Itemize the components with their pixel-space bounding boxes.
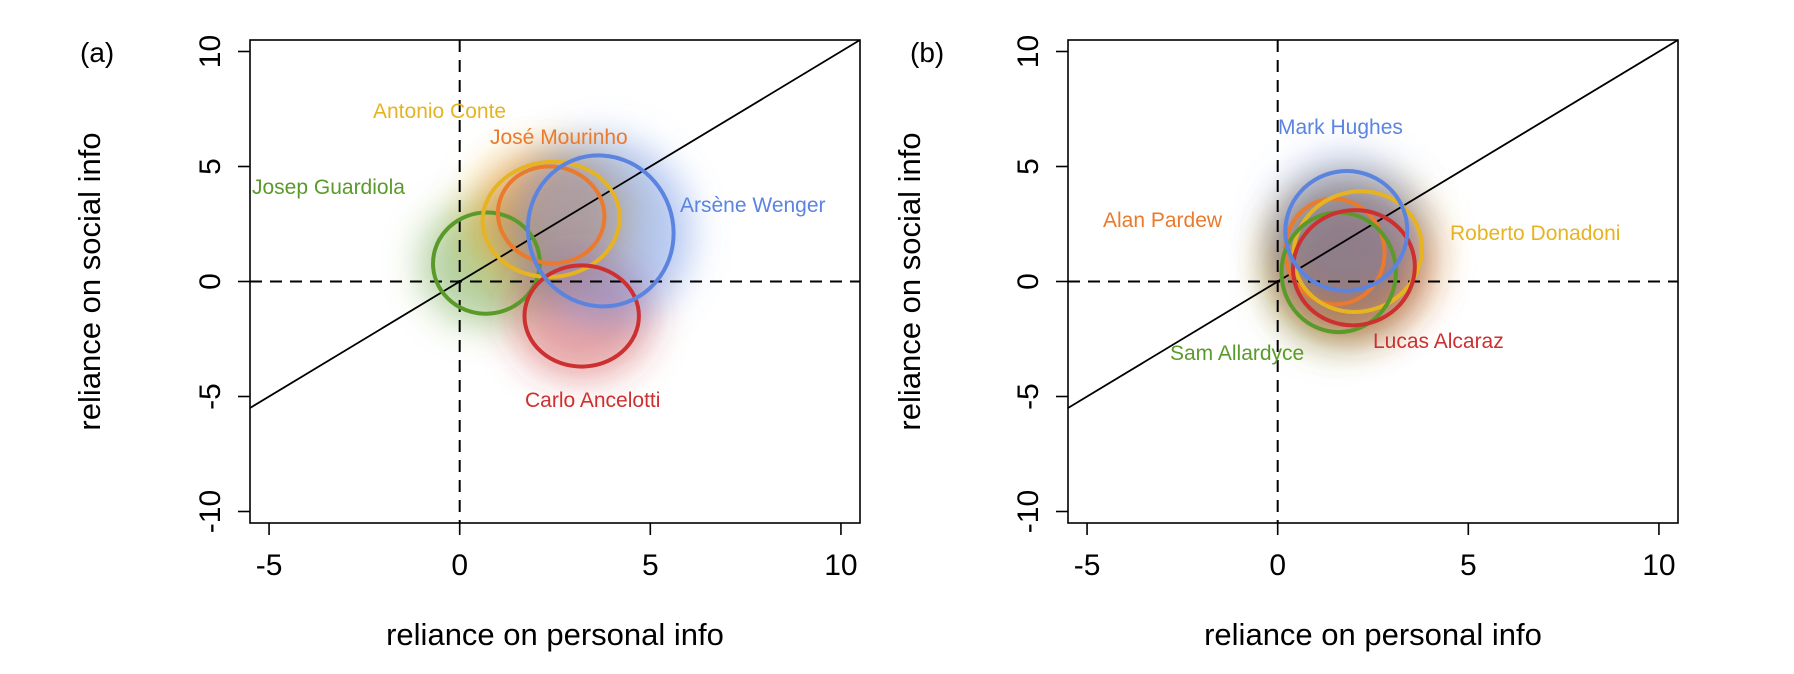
ellipse-antonio-conte [480,159,622,279]
plot-area [250,40,860,523]
series-label: Alan Pardew [1103,209,1223,232]
series-label: Carlo Ancelotti [525,389,660,412]
plot-area [1068,40,1678,523]
panel-a: -5 0 5 10 -10 -5 0 5 10 reliance on personal info… [72,35,861,652]
series-label: Mark Hughes [1278,116,1403,139]
y-tick-label: -5 [194,383,227,410]
identity-line [250,40,860,409]
panel-label: (a) [80,37,114,68]
y-axis-title: reliance on social info [892,132,927,430]
y-tick-label: 10 [194,35,227,68]
y-axis-title: reliance on social info [72,132,107,430]
x-axis-title: reliance on personal info [1204,617,1542,652]
ellipse-lucas-alcaraz [1291,208,1417,328]
x-axis-title: reliance on personal info [386,617,724,652]
y-tick-label: -5 [1012,383,1045,410]
y-tick-label: -10 [194,490,227,533]
y-tick-label: 0 [194,273,227,290]
x-tick-label: 0 [1269,549,1286,582]
x-tick-label: 10 [824,549,857,582]
series-label: Roberto Donadoni [1450,222,1620,245]
series-label: Lucas Alcaraz [1373,330,1504,353]
x-tick-label: 5 [642,549,659,582]
panel-b: -5 0 5 10 -10 -5 0 5 10 reliance on personal info… [892,35,1679,652]
x-tick-label: 5 [1460,549,1477,582]
y-tick-label: 5 [1012,158,1045,175]
series-label: Sam Allardyce [1170,342,1304,365]
ellipse-mark-hughes [1283,169,1410,293]
panel-label: (b) [910,37,944,68]
x-tick-label: 10 [1642,549,1675,582]
ellipse-ars-ne-wenger [525,153,676,309]
series-label: José Mourinho [490,126,628,149]
ellipse-roberto-donadoni [1291,189,1424,315]
y-tick-label: 5 [194,158,227,175]
y-tick-label: 10 [1012,35,1045,68]
x-tick-label: -5 [256,549,283,582]
y-tick-label: -10 [1012,490,1045,533]
series-label: Josep Guardiola [252,176,405,199]
y-tick-label: 0 [1012,273,1045,290]
series-label: Antonio Conte [373,100,506,123]
x-tick-label: -5 [1074,549,1101,582]
series-label: Arsène Wenger [680,194,826,217]
x-tick-label: 0 [451,549,468,582]
ellipse-carlo-ancelotti [522,263,641,369]
